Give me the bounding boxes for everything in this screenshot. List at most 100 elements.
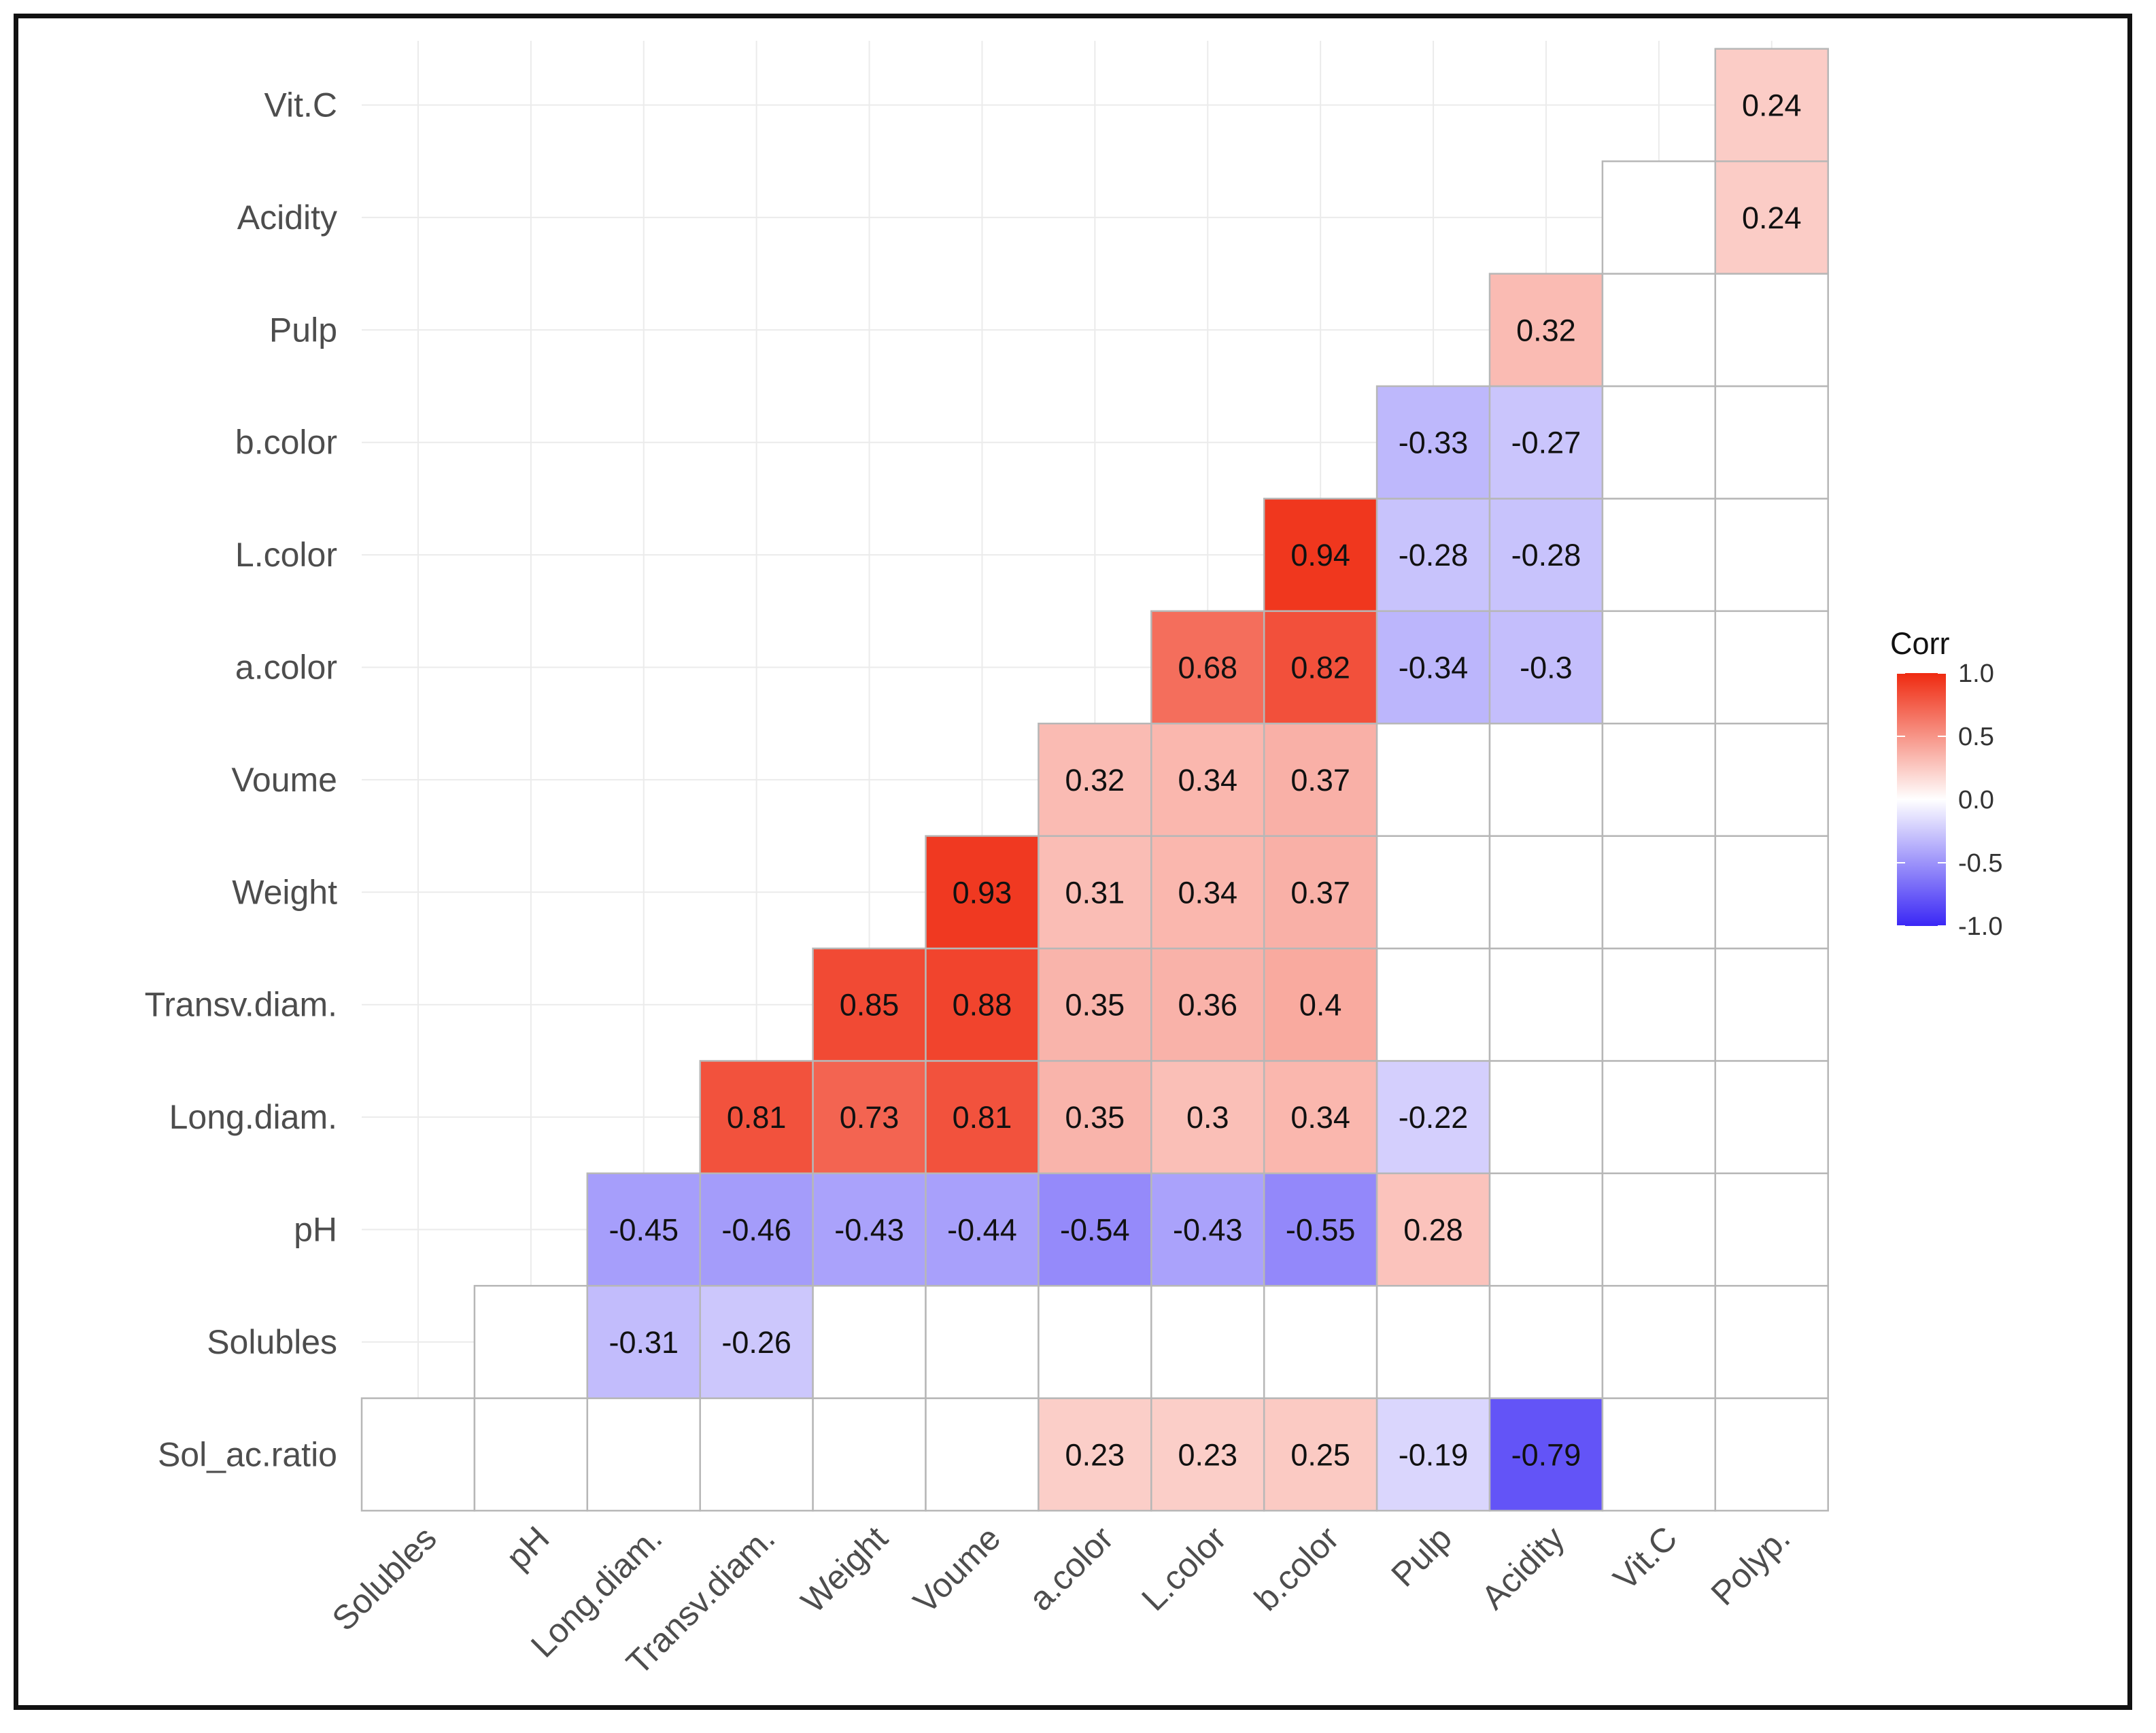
- x-tick-label: Polyp.: [1704, 1519, 1798, 1613]
- cell-value-label: 0.93: [953, 875, 1012, 910]
- heatmap-tile-empty: [1601, 385, 1717, 500]
- heatmap-tile: [925, 947, 1040, 1062]
- cell-value-label: 0.4: [1299, 988, 1342, 1023]
- heatmap-tile: [1263, 1060, 1378, 1175]
- heatmap-tile-empty: [1263, 1284, 1378, 1399]
- cell-value-label: -0.46: [721, 1213, 791, 1248]
- heatmap-tile-empty: [1601, 610, 1717, 725]
- cell-value-label: 0.23: [1065, 1437, 1125, 1472]
- heatmap-tile: [1263, 498, 1378, 613]
- heatmap-tile-empty: [1714, 1397, 1829, 1512]
- cell-value-label: 0.81: [727, 1100, 787, 1135]
- heatmap-tile-empty: [1375, 722, 1491, 837]
- heatmap-tile-empty: [1150, 1284, 1265, 1399]
- cell-value-label: -0.27: [1511, 426, 1581, 460]
- x-tick-label: L.color: [1134, 1519, 1233, 1618]
- y-tick-label: pH: [294, 1211, 337, 1249]
- y-axis-tick-labels: Sol_ac.ratio Solubles pH Long.diam. Transv.d…: [145, 86, 338, 1474]
- cell-value-label: 0.73: [840, 1100, 900, 1135]
- heatmap-tile-empty: [1601, 722, 1717, 837]
- y-tick-label: Sol_ac.ratio: [158, 1435, 337, 1473]
- cell-value-label: -0.45: [609, 1213, 679, 1248]
- heatmap-tile-empty: [473, 1397, 589, 1512]
- cell-value-label: -0.26: [721, 1325, 791, 1360]
- heatmap-tile: [1488, 610, 1604, 725]
- cell-value-label: 0.35: [1065, 1100, 1125, 1135]
- cell-value-label: 0.85: [840, 988, 900, 1023]
- heatmap-tile-empty: [1375, 947, 1491, 1062]
- heatmap-tile: [1263, 835, 1378, 950]
- cell-value-label: 0.3: [1186, 1100, 1229, 1135]
- y-tick-label: Solubles: [207, 1323, 337, 1361]
- cell-value-label: -0.28: [1511, 538, 1581, 572]
- heatmap-tile: [1263, 610, 1378, 725]
- heatmap-tile-empty: [360, 1397, 476, 1512]
- heatmap-tile-empty: [1488, 1284, 1604, 1399]
- heatmap-tile: [925, 835, 1040, 950]
- cell-value-label: 0.88: [953, 988, 1012, 1023]
- heatmap-tile: [1488, 498, 1604, 613]
- heatmap-tile: [1150, 947, 1265, 1062]
- cell-value-label: -0.79: [1511, 1437, 1581, 1472]
- heatmap-tile: [1714, 48, 1829, 162]
- cell-value-labels: 0.23 0.23 0.25 -0.19 -0.79 -0.31 -0.26 -0.45 -0.…: [609, 88, 1801, 1473]
- heatmap-tile-empty: [1375, 835, 1491, 950]
- heatmap-tile: [1150, 1397, 1265, 1512]
- heatmap-tile-empty: [1601, 835, 1717, 950]
- y-tick-label: Vit.C: [264, 86, 337, 124]
- heatmap-tile-empty: [812, 1397, 927, 1512]
- heatmap-tile-empty: [1714, 1284, 1829, 1399]
- legend-title: Corr: [1890, 626, 1950, 661]
- heatmap-tile-empty: [1601, 1060, 1717, 1175]
- y-tick-label: Transv.diam.: [145, 986, 337, 1024]
- y-tick-label: Pulp: [269, 311, 337, 349]
- heatmap-tile: [1038, 1060, 1152, 1175]
- cell-value-label: 0.34: [1178, 763, 1237, 797]
- heatmap-tile-empty: [1714, 610, 1829, 725]
- cell-value-label: 0.32: [1516, 313, 1576, 347]
- cell-value-label: 0.23: [1178, 1437, 1237, 1472]
- cell-value-label: 0.25: [1290, 1437, 1350, 1472]
- cell-value-label: 0.32: [1065, 763, 1125, 797]
- cell-value-label: -0.28: [1399, 538, 1469, 572]
- heatmap-tile-empty: [1488, 1060, 1604, 1175]
- heatmap-tile: [1150, 1172, 1265, 1287]
- legend-tick-label: -1.0: [1958, 912, 2002, 941]
- y-tick-label: Voume: [231, 761, 337, 799]
- x-tick-label: a.color: [1021, 1519, 1120, 1618]
- x-tick-label: Vit.C: [1606, 1519, 1685, 1598]
- heatmap-tile-empty: [1488, 722, 1604, 837]
- cell-value-label: 0.36: [1178, 988, 1237, 1023]
- heatmap-tile-empty: [586, 1397, 701, 1512]
- cell-value-label: -0.31: [609, 1325, 679, 1360]
- cell-value-label: -0.43: [1173, 1213, 1243, 1248]
- heatmap-tile-empty: [925, 1284, 1040, 1399]
- x-tick-label: pH: [499, 1519, 557, 1577]
- heatmap-tile: [1375, 498, 1491, 613]
- figure-frame: [14, 14, 2132, 1710]
- heatmap-tile-empty: [1714, 498, 1829, 613]
- legend-tick-label: 0.0: [1958, 786, 1994, 814]
- x-tick-label: Acidity: [1474, 1519, 1572, 1617]
- heatmap-tile: [812, 1060, 927, 1175]
- cell-value-label: 0.37: [1290, 763, 1350, 797]
- x-tick-label: Solubles: [325, 1519, 444, 1638]
- cell-value-label: 0.34: [1178, 875, 1237, 910]
- heatmap-tile-empty: [1038, 1284, 1152, 1399]
- cell-value-label: -0.34: [1399, 651, 1469, 685]
- heatmap-tile-empty: [699, 1397, 814, 1512]
- cell-value-label: 0.94: [1290, 538, 1350, 572]
- heatmap-tile: [699, 1284, 814, 1399]
- heatmap-tiles: [360, 48, 1829, 1512]
- heatmap-tile-empty: [1714, 1172, 1829, 1287]
- heatmap-tile-empty: [1714, 835, 1829, 950]
- heatmap-tile-empty: [1601, 1172, 1717, 1287]
- heatmap-tile: [1375, 1172, 1491, 1287]
- x-tick-label: Voume: [906, 1519, 1008, 1621]
- cell-value-label: 0.24: [1742, 201, 1802, 235]
- color-legend: Corr 1.0 0.5 0.0 -0.5 -1.0: [1890, 626, 2002, 941]
- heatmap-tile: [1038, 722, 1152, 837]
- heatmap-tile-empty: [1488, 947, 1604, 1062]
